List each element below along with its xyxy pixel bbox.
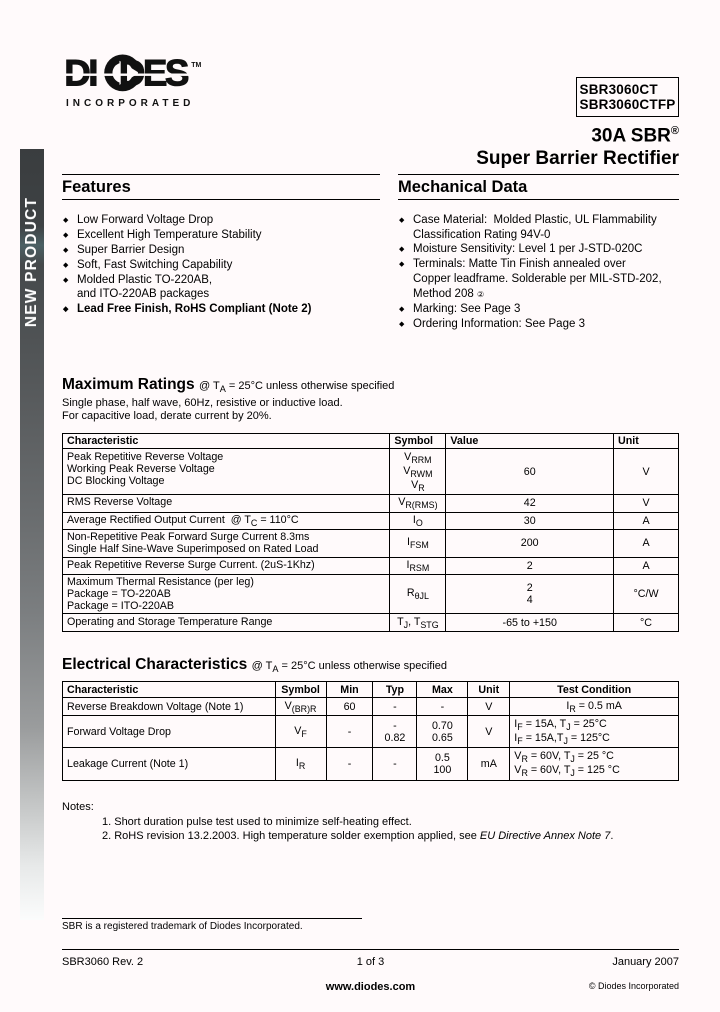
svg-text:TM: TM: [191, 62, 201, 69]
svg-text:DES: DES: [119, 53, 189, 94]
svg-text:DI: DI: [64, 53, 96, 94]
